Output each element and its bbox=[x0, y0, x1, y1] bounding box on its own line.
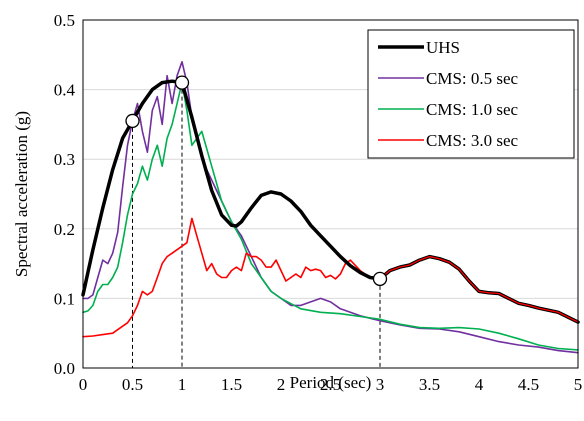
x-tick-label: 4.5 bbox=[518, 375, 539, 394]
x-tick-label: 4 bbox=[475, 375, 484, 394]
x-tick-label: 0 bbox=[79, 375, 88, 394]
y-tick-label: 0.1 bbox=[54, 289, 75, 308]
plot-frame bbox=[82, 19, 579, 369]
x-tick-label: 1.5 bbox=[221, 375, 242, 394]
x-axis-label: Period (sec) bbox=[290, 373, 372, 392]
y-axis-label: Spectral acceleration (g) bbox=[12, 111, 31, 277]
legend-label: CMS: 0.5 sec bbox=[426, 69, 519, 88]
x-tick-label: 3 bbox=[376, 375, 385, 394]
y-tick-label: 0.2 bbox=[54, 220, 75, 239]
legend-label: UHS bbox=[426, 38, 460, 57]
legend: UHS CMS: 0.5 sec CMS: 1.0 sec CMS: 3.0 sec bbox=[367, 29, 575, 159]
guide-lines bbox=[132, 82, 381, 368]
legend-label: CMS: 3.0 sec bbox=[426, 131, 519, 150]
marker-point-0 bbox=[125, 113, 140, 129]
x-tick-label: 2.5 bbox=[320, 375, 341, 394]
legend-box bbox=[367, 29, 575, 159]
x-tick-label: 1 bbox=[178, 375, 187, 394]
marker-layer bbox=[125, 75, 388, 287]
marker-point-2 bbox=[372, 271, 388, 287]
series-line-3-overlay bbox=[379, 255, 579, 323]
x-tick-label: 5 bbox=[574, 375, 583, 394]
y-tick-label: 0.3 bbox=[54, 150, 75, 169]
x-tick-label: 2 bbox=[277, 375, 286, 394]
y-tick-label: 0.4 bbox=[54, 81, 76, 100]
y-tick-label: 0.0 bbox=[54, 359, 75, 378]
y-tick-label: 0.5 bbox=[54, 11, 75, 30]
series-line-3 bbox=[82, 217, 579, 338]
legend-label: CMS: 1.0 sec bbox=[426, 100, 519, 119]
series-layer bbox=[81, 60, 580, 354]
marker-point-1 bbox=[174, 75, 190, 90]
tick-labels: 0.0 0.1 0.2 0.3 0.4 0.5 0 0.5 1 1.5 2 2.5 3 3.5 4 4.5 5 bbox=[54, 11, 583, 394]
series-line-2 bbox=[82, 81, 579, 351]
x-tick-label: 3.5 bbox=[419, 375, 440, 394]
x-tick-label: 0.5 bbox=[122, 375, 143, 394]
